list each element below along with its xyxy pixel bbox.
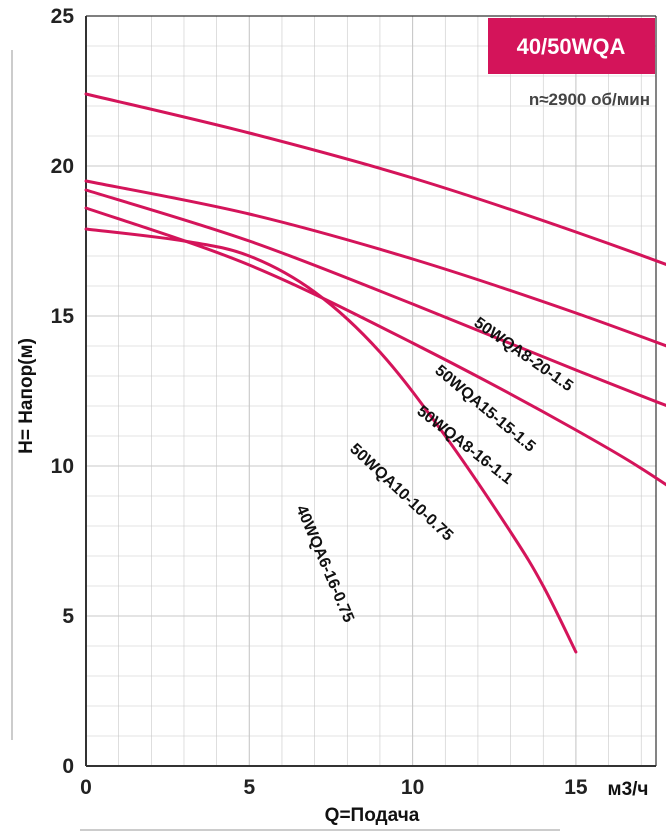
curve-40WQA6-16-0.75 (84, 227, 578, 654)
y-axis-title: H= Напор(м) (16, 338, 37, 454)
chart-title: 40/50WQA (517, 34, 626, 59)
y-tick-label: 10 (51, 455, 74, 478)
x-tick-label: 10 (401, 776, 424, 799)
grid (86, 16, 656, 766)
x-axis-title: Q=Подача (325, 805, 420, 826)
curves (84, 92, 666, 654)
x-tick-label: 5 (243, 776, 255, 799)
curve-50WQA8-20-1.5 (84, 92, 666, 266)
curve-label-50WQA10-10-0.75: 50WQA10-10-0.75 (346, 440, 456, 544)
y-tick-label: 0 (62, 755, 74, 778)
y-tick-label: 5 (62, 605, 74, 628)
tick-labels: 0510152025300510152025 (51, 5, 588, 799)
x-tick-label: 0 (80, 776, 92, 799)
curve-label-50WQA8-20-1.5: 50WQA8-20-1.5 (471, 314, 576, 395)
y-tick-label: 15 (51, 305, 75, 328)
curve-50WQA8-16-1.1 (84, 188, 666, 408)
curve-50WQA10-10-0.75 (84, 206, 666, 487)
x-axis-unit: м3/ч (608, 779, 649, 800)
chart-subtitle: n≈2900 об/мин (529, 90, 650, 109)
x-tick-label: 15 (564, 776, 588, 799)
curve-labels: 50WQA8-20-1.550WQA15-15-1.550WQA8-16-1.1… (292, 314, 576, 625)
y-tick-label: 20 (51, 155, 74, 178)
axes (11, 15, 657, 831)
title-badge (488, 18, 655, 74)
y-tick-label: 25 (51, 5, 75, 28)
curve-50WQA15-15-1.5 (84, 179, 666, 348)
